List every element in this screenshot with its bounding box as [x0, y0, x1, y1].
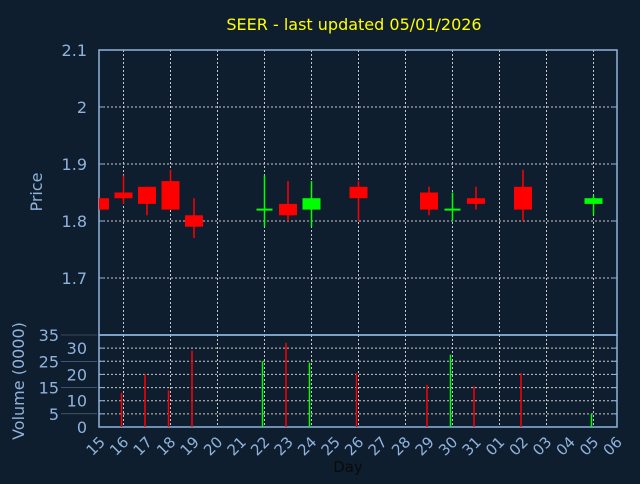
x-tick-label: 18: [153, 433, 179, 459]
x-tick-label: 30: [435, 433, 461, 459]
candle-body: [279, 203, 297, 216]
volume-tick-label: 25: [39, 352, 59, 371]
y-axis-label: Price: [27, 172, 46, 211]
x-tick-label: 19: [177, 433, 203, 459]
x-tick-label: 26: [341, 433, 367, 459]
price-tick-label: 2: [77, 98, 87, 117]
x-tick-label: 01: [482, 433, 508, 459]
candle-body: [467, 198, 485, 204]
x-tick-label: 31: [459, 433, 485, 459]
candle-body: [114, 192, 133, 199]
x-tick-label: 02: [506, 433, 532, 459]
price-tick-label: 1.8: [62, 212, 87, 231]
candle-body: [302, 198, 321, 210]
volume-tick-label: 30: [67, 339, 87, 358]
x-tick-label: 17: [130, 433, 156, 459]
x-tick-label: 27: [365, 433, 391, 459]
price-tick-label: 1.7: [62, 269, 87, 288]
x-tick-label: 04: [553, 433, 579, 459]
volume-tick-label: 0: [77, 418, 87, 437]
x-axis-label: Day: [333, 458, 363, 476]
x-tick-label: 06: [600, 433, 626, 459]
candle-body: [99, 198, 109, 210]
x-tick-label: 25: [318, 433, 344, 459]
x-tick-label: 22: [247, 433, 273, 459]
candle-body: [161, 181, 180, 210]
x-tick-label: 03: [529, 433, 555, 459]
price-tick-label: 2.1: [62, 41, 87, 60]
x-tick-label: 28: [388, 433, 414, 459]
x-tick-label: 15: [83, 433, 109, 459]
x-tick-label: 29: [412, 433, 438, 459]
candle-body: [584, 198, 603, 204]
candle-body: [138, 186, 156, 204]
x-tick-label: 21: [224, 433, 250, 459]
candle-body: [349, 186, 368, 199]
candle-body: [185, 215, 203, 227]
volume-plot-frame: [98, 334, 618, 428]
volume-tick-label: 20: [67, 365, 87, 384]
candle-body: [420, 192, 438, 210]
volume-tick-label: 35: [39, 326, 59, 345]
price-tick-label: 1.9: [62, 155, 87, 174]
volume-tick-label: 5: [49, 405, 59, 424]
x-tick-label: 05: [576, 433, 602, 459]
volume-tick-label: 10: [67, 392, 87, 411]
x-tick-label: 16: [106, 433, 132, 459]
x-tick-label: 23: [271, 433, 297, 459]
chart-title: SEER - last updated 05/01/2026: [226, 15, 481, 34]
volume-axis-label: Volume (0000): [9, 322, 28, 440]
candle-body: [514, 186, 532, 210]
volume-tick-label: 15: [39, 379, 59, 398]
x-tick-label: 24: [294, 433, 320, 459]
x-tick-label: 20: [200, 433, 226, 459]
